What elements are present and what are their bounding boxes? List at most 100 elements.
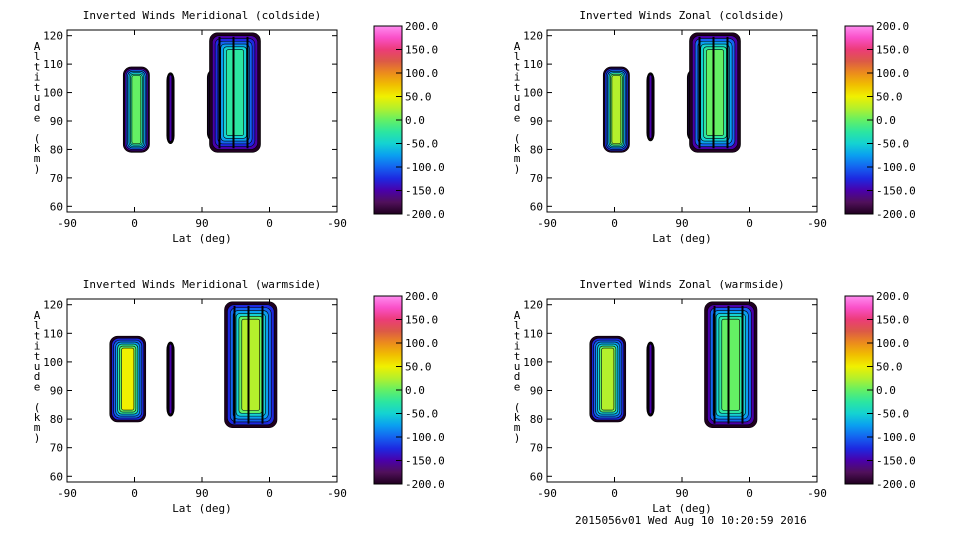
colorbar-tick-label: 100.0 — [876, 67, 909, 80]
y-tick-label: 80 — [530, 143, 543, 156]
y-tick-label: 60 — [50, 200, 63, 213]
contour-level — [611, 75, 622, 144]
colorbar-tick-label: 0.0 — [876, 114, 896, 127]
colorbar-tick-label: -150.0 — [876, 455, 916, 468]
y-tick-label: 90 — [530, 385, 543, 398]
colorbar-tick-label: -200.0 — [405, 208, 445, 221]
colorbar-tick-label: 50.0 — [405, 91, 432, 104]
colorbar-tick-label: 0.0 — [876, 384, 896, 397]
x-tick-label: 90 — [675, 487, 688, 500]
x-axis-label: Lat (deg) — [172, 232, 232, 245]
y-tick-label: 60 — [530, 470, 543, 483]
colorbar-tick-label: -50.0 — [405, 138, 438, 151]
x-axis-label: Lat (deg) — [652, 502, 712, 515]
x-tick-label: -90 — [57, 217, 77, 230]
chart-panel-1: Inverted Winds Meridional (coldside) 60 70… — [34, 9, 445, 245]
chart-title: Inverted Winds Meridional (coldside) — [83, 9, 321, 22]
x-tick-label: -90 — [327, 217, 347, 230]
x-tick-label: -90 — [57, 487, 77, 500]
contour-level — [168, 74, 173, 142]
y-tick-label: 100 — [43, 356, 63, 369]
colorbar-tick-label: 100.0 — [405, 67, 438, 80]
contour-level — [121, 347, 135, 411]
colorbar-tick-label: -200.0 — [876, 208, 916, 221]
x-tick-label: 0 — [611, 217, 618, 230]
colorbar-tick-label: 50.0 — [876, 91, 903, 104]
x-tick-label: -90 — [537, 217, 557, 230]
colorbar-tick-label: -50.0 — [405, 408, 438, 421]
y-tick-label: 120 — [43, 299, 63, 312]
x-tick-label: 0 — [266, 487, 273, 500]
colorbar-tick-label: 100.0 — [405, 337, 438, 350]
y-tick-label: 80 — [50, 143, 63, 156]
y-tick-label: 110 — [523, 327, 543, 340]
contour-level — [241, 318, 260, 411]
colorbar-tick-label: -100.0 — [405, 161, 445, 174]
data-region-1 — [602, 66, 630, 153]
chart-panel-3: Inverted Winds Meridional (warmside) 60 70… — [34, 278, 445, 515]
data-region-1 — [589, 335, 627, 423]
colorbar-tick-label: 150.0 — [876, 44, 909, 57]
y-tick-label: 110 — [43, 327, 63, 340]
colorbar-tick-label: -100.0 — [876, 161, 916, 174]
data-region-3 — [704, 301, 758, 428]
x-tick-label: 0 — [746, 487, 753, 500]
chart-title: Inverted Winds Zonal (coldside) — [579, 9, 784, 22]
data-region-4 — [209, 32, 261, 153]
colorbar-tick-label: -100.0 — [876, 431, 916, 444]
colorbar-tick-label: 150.0 — [405, 314, 438, 327]
data-region-1 — [122, 66, 150, 153]
colorbar-tick-label: -100.0 — [405, 431, 445, 444]
colorbar-tick-label: 200.0 — [876, 20, 909, 33]
contour-level — [131, 75, 142, 144]
colorbar-tick-label: -50.0 — [876, 138, 909, 151]
chart-panel-2: Inverted Winds Zonal (coldside) 60 70 80 90 1… — [514, 9, 916, 245]
y-tick-label: 80 — [530, 413, 543, 426]
data-region-2 — [166, 72, 175, 145]
x-tick-label: -90 — [807, 217, 827, 230]
colorbar-tick-label: 0.0 — [405, 384, 425, 397]
x-tick-label: 0 — [131, 487, 138, 500]
colorbar-tick-label: 200.0 — [876, 290, 909, 303]
x-tick-label: 0 — [131, 217, 138, 230]
plot-frame — [66, 29, 338, 213]
y-tick-label: 90 — [530, 115, 543, 128]
y-tick-label: 80 — [50, 413, 63, 426]
y-tick-label: 70 — [530, 172, 543, 185]
y-tick-label: 100 — [523, 87, 543, 100]
x-tick-label: -90 — [327, 487, 347, 500]
x-tick-label: 90 — [675, 217, 688, 230]
colorbar-tick-label: 50.0 — [405, 361, 432, 374]
data-region-1 — [109, 335, 147, 423]
colorbar-tick-label: -150.0 — [876, 185, 916, 198]
x-tick-label: 0 — [266, 217, 273, 230]
x-tick-label: -90 — [807, 487, 827, 500]
contour-level — [721, 318, 740, 411]
y-tick-label: 70 — [50, 442, 63, 455]
contour-level — [648, 344, 653, 415]
y-tick-label: 100 — [523, 356, 543, 369]
plot-frame — [66, 298, 338, 483]
y-tick-label: 110 — [43, 58, 63, 71]
colorbar-tick-label: 50.0 — [876, 361, 903, 374]
data-region-3 — [224, 301, 278, 428]
x-tick-label: 90 — [195, 217, 208, 230]
y-tick-label: 70 — [50, 172, 63, 185]
y-tick-label: 120 — [523, 299, 543, 312]
plot-frame — [546, 29, 818, 213]
plot-frame — [546, 298, 818, 483]
y-tick-label: 90 — [50, 385, 63, 398]
contour-level — [168, 344, 173, 415]
colorbar-tick-label: 100.0 — [876, 337, 909, 350]
contour-level — [706, 49, 724, 136]
contour-level — [648, 74, 653, 139]
x-tick-label: 90 — [195, 487, 208, 500]
x-axis-label: Lat (deg) — [172, 502, 232, 515]
colorbar-tick-label: 0.0 — [405, 114, 425, 127]
y-tick-label: 60 — [530, 200, 543, 213]
